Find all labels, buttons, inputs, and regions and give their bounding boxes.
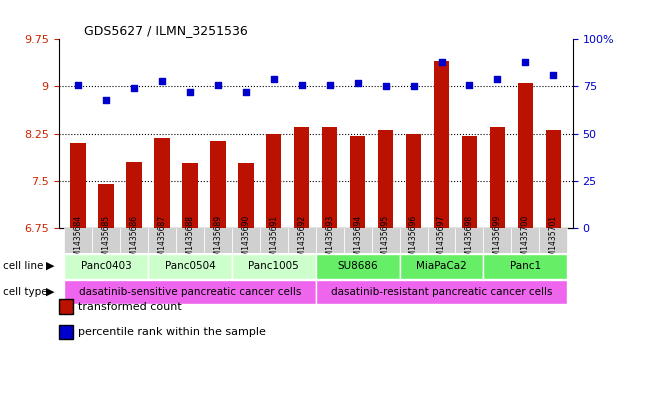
Text: GSM1435684: GSM1435684 [74, 215, 83, 266]
Bar [350, 136, 365, 228]
Bar [428, 228, 456, 253]
Point [436, 59, 447, 65]
Point [185, 89, 195, 95]
Text: GSM1435699: GSM1435699 [493, 215, 502, 266]
Bar [484, 228, 512, 253]
Text: SU8686: SU8686 [337, 261, 378, 271]
Text: GSM1435700: GSM1435700 [521, 215, 530, 266]
Bar [372, 228, 400, 253]
Bar [98, 184, 114, 228]
Point [464, 81, 475, 88]
Bar [512, 228, 539, 253]
Bar [210, 141, 226, 228]
Bar [232, 228, 260, 253]
Text: GSM1435696: GSM1435696 [409, 215, 418, 266]
Bar [316, 228, 344, 253]
Bar [378, 130, 393, 228]
Point [548, 72, 559, 78]
Bar [232, 254, 316, 279]
Bar [238, 163, 253, 228]
Bar [539, 228, 567, 253]
Text: GSM1435690: GSM1435690 [242, 215, 251, 266]
Bar [434, 61, 449, 228]
Bar [462, 136, 477, 228]
Bar [490, 127, 505, 228]
Bar [148, 254, 232, 279]
Bar [126, 162, 142, 228]
Bar [484, 254, 567, 279]
Text: GSM1435685: GSM1435685 [102, 215, 111, 266]
Text: dasatinib-sensitive pancreatic cancer cells: dasatinib-sensitive pancreatic cancer ce… [79, 287, 301, 297]
Point [492, 76, 503, 82]
Bar [120, 228, 148, 253]
Point [408, 83, 419, 90]
Text: dasatinib-resistant pancreatic cancer cells: dasatinib-resistant pancreatic cancer ce… [331, 287, 552, 297]
Point [101, 97, 111, 103]
Bar [294, 127, 309, 228]
Text: ▶: ▶ [46, 286, 54, 297]
Point [520, 59, 531, 65]
Bar [266, 134, 281, 228]
Point [129, 85, 139, 92]
Text: GDS5627 / ILMN_3251536: GDS5627 / ILMN_3251536 [84, 24, 248, 37]
Bar [92, 228, 120, 253]
Point [324, 81, 335, 88]
Bar [64, 279, 316, 304]
Text: GSM1435697: GSM1435697 [437, 215, 446, 266]
Bar [154, 138, 170, 228]
Bar [64, 254, 148, 279]
Text: GSM1435689: GSM1435689 [214, 215, 223, 266]
Text: GSM1435687: GSM1435687 [158, 215, 167, 266]
Text: GSM1435691: GSM1435691 [270, 215, 279, 266]
Point [380, 83, 391, 90]
Bar [288, 228, 316, 253]
Bar [176, 228, 204, 253]
Point [241, 89, 251, 95]
Bar [344, 228, 372, 253]
Text: GSM1435686: GSM1435686 [130, 215, 139, 266]
Point [269, 76, 279, 82]
Bar [546, 130, 561, 228]
Bar [322, 127, 337, 228]
Bar [148, 228, 176, 253]
Text: ▶: ▶ [46, 261, 54, 271]
Bar [316, 254, 400, 279]
Bar [400, 254, 484, 279]
Bar [456, 228, 484, 253]
Text: Panc1005: Panc1005 [249, 261, 299, 271]
Bar [70, 143, 86, 228]
Text: Panc1: Panc1 [510, 261, 541, 271]
Bar [518, 83, 533, 228]
Bar [316, 279, 567, 304]
Bar [182, 163, 198, 228]
Bar [400, 228, 428, 253]
Text: Panc0403: Panc0403 [81, 261, 132, 271]
Text: cell type: cell type [3, 286, 48, 297]
Text: GSM1435688: GSM1435688 [186, 215, 195, 266]
Text: Panc0504: Panc0504 [165, 261, 215, 271]
Bar [406, 134, 421, 228]
Point [157, 78, 167, 84]
Text: percentile rank within the sample: percentile rank within the sample [78, 327, 266, 337]
Text: GSM1435692: GSM1435692 [298, 215, 306, 266]
Bar [204, 228, 232, 253]
Text: GSM1435695: GSM1435695 [381, 215, 390, 266]
Point [213, 81, 223, 88]
Point [73, 81, 83, 88]
Text: GSM1435693: GSM1435693 [326, 215, 334, 266]
Bar [64, 228, 92, 253]
Text: GSM1435698: GSM1435698 [465, 215, 474, 266]
Text: transformed count: transformed count [78, 301, 182, 312]
Point [297, 81, 307, 88]
Text: GSM1435694: GSM1435694 [353, 215, 362, 266]
Point [352, 79, 363, 86]
Text: cell line: cell line [3, 261, 44, 271]
Text: GSM1435701: GSM1435701 [549, 215, 558, 266]
Text: MiaPaCa2: MiaPaCa2 [416, 261, 467, 271]
Bar [260, 228, 288, 253]
